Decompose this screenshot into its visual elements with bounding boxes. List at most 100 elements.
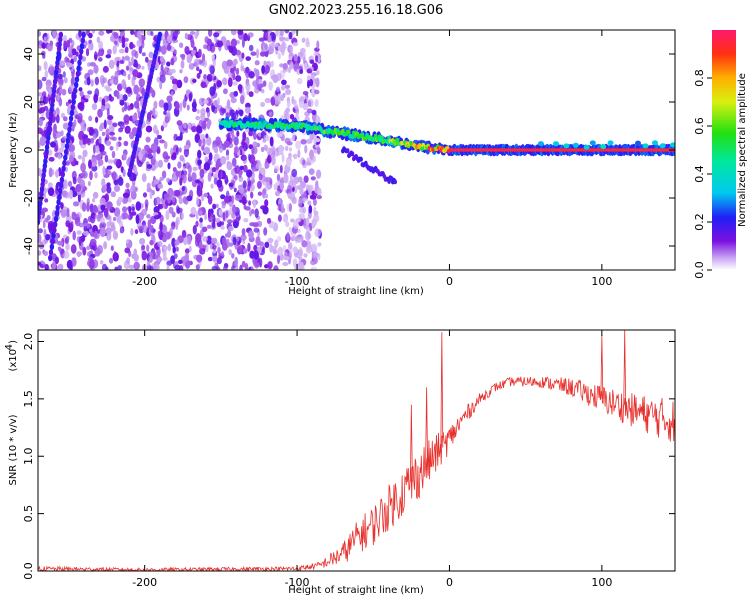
spectral-cell: [244, 263, 249, 270]
spectral-cell: [208, 152, 213, 162]
spectral-cell: [141, 52, 146, 57]
spectral-cell: [77, 116, 83, 124]
spectral-cell: [213, 146, 219, 154]
spectral-cell: [103, 119, 107, 130]
spectral-cell: [51, 169, 55, 176]
spectral-cell: [166, 260, 172, 267]
spectral-cell: [91, 162, 96, 168]
spectral-cell: [84, 40, 88, 47]
spectral-cell: [179, 155, 184, 162]
spectral-cell: [162, 245, 169, 251]
spectral-cell: [82, 246, 87, 256]
spectral-cell: [258, 172, 263, 181]
spectral-cell: [264, 181, 271, 191]
spectral-cell: [244, 206, 251, 211]
spectral-cell: [109, 131, 115, 136]
spectral-cell: [136, 147, 142, 152]
spectral-cell: [117, 83, 123, 91]
spectral-cell: [297, 237, 301, 244]
spectral-cell: [264, 162, 270, 169]
spectral-cell: [278, 144, 284, 155]
spectral-cell: [43, 60, 48, 71]
spectral-cell: [235, 67, 240, 76]
spectral-cell: [293, 54, 298, 62]
spectral-cell: [235, 75, 242, 82]
band-blob: [553, 141, 559, 147]
spectral-cell: [63, 116, 68, 122]
spectral-cell: [127, 56, 131, 63]
spectral-cell: [212, 214, 216, 225]
spectral-cell: [199, 247, 206, 255]
spectral-cell: [99, 75, 105, 85]
spectral-cell: [130, 30, 136, 35]
spectral-cell: [240, 62, 244, 72]
spectral-cell: [68, 155, 74, 163]
spectral-cell: [213, 32, 220, 38]
spectral-cell: [121, 35, 126, 46]
band-blob: [652, 140, 658, 146]
spectral-cell: [303, 175, 309, 183]
x-tick-label: 0: [446, 576, 453, 589]
spectral-cell: [223, 263, 229, 269]
streak-segment: [66, 132, 71, 139]
spectral-cell: [38, 65, 42, 72]
spectral-cell: [314, 99, 319, 108]
spectral-cell: [99, 197, 106, 205]
spectral-cell: [96, 217, 101, 222]
band-blob: [642, 143, 649, 149]
spectral-cell: [161, 170, 167, 179]
spectral-cell: [153, 214, 160, 220]
spectral-cell: [227, 132, 231, 137]
streak-segment: [76, 65, 81, 72]
spectral-cell: [112, 230, 118, 240]
spectral-cell: [195, 220, 199, 227]
spectral-cell: [292, 42, 299, 47]
spectral-cell: [82, 230, 89, 236]
spectral-cell: [178, 147, 182, 153]
spectral-cell: [92, 133, 97, 140]
spectral-cell: [73, 55, 77, 63]
spectral-cell: [230, 97, 237, 104]
spectral-cell: [78, 87, 83, 92]
spectral-cell: [259, 51, 266, 57]
spectral-cell: [92, 198, 96, 203]
spectral-cell: [316, 169, 322, 179]
spectral-cell: [177, 207, 183, 213]
spectral-cell: [307, 100, 312, 107]
spectral-cell: [239, 264, 243, 270]
spectral-cell: [302, 91, 309, 96]
streak-segment: [73, 87, 78, 94]
spectral-cell: [54, 256, 60, 265]
spectral-cell: [184, 46, 190, 55]
spectral-cell: [102, 166, 106, 176]
spectral-cell: [199, 210, 203, 216]
spectral-cell: [227, 70, 232, 78]
spectral-cell: [70, 244, 77, 254]
streak-segment: [79, 42, 85, 50]
streak-segment: [63, 154, 68, 161]
spectral-cell: [230, 67, 235, 74]
spectral-cell: [191, 172, 197, 181]
streak-segment: [50, 238, 55, 245]
spectral-cell: [267, 34, 272, 42]
spectral-cell: [216, 80, 222, 88]
spectral-cell: [166, 34, 173, 44]
streak-segment: [68, 120, 73, 128]
band-blob: [600, 144, 607, 150]
streak-segment: [74, 76, 80, 83]
spectral-cell: [45, 234, 51, 241]
spectral-cell: [62, 122, 70, 130]
spectral-cell: [250, 266, 254, 270]
spectral-cell: [90, 238, 97, 246]
spectral-cell: [182, 98, 187, 109]
spectral-cell: [289, 61, 294, 70]
spectral-cell: [215, 136, 221, 144]
spectral-cell: [41, 207, 49, 213]
spectral-cell: [109, 146, 114, 151]
spectral-cell: [283, 173, 289, 184]
band-branch: [359, 156, 363, 162]
spectral-cell: [234, 256, 238, 267]
spectral-cell: [299, 186, 304, 195]
spectral-cell: [253, 227, 260, 233]
spectral-cell: [163, 141, 168, 149]
